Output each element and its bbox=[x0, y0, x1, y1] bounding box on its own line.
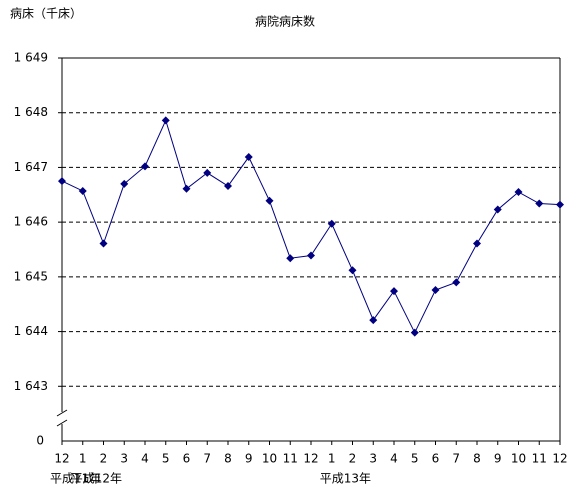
x-group-label: 平成11年 bbox=[50, 472, 101, 486]
x-tick-label: 10 bbox=[511, 452, 526, 466]
y-tick-label: 1 645 bbox=[14, 269, 48, 283]
data-point bbox=[327, 219, 336, 228]
y-tick-label: 1 643 bbox=[14, 379, 48, 393]
y-tick-label: 1 649 bbox=[14, 51, 48, 65]
data-point bbox=[244, 153, 253, 162]
data-point bbox=[369, 316, 378, 325]
y-axis-label: 病床（千床） bbox=[10, 6, 82, 21]
x-tick-label: 10 bbox=[262, 452, 277, 466]
x-tick-label: 4 bbox=[141, 452, 149, 466]
x-tick-label: 2 bbox=[100, 452, 108, 466]
data-point bbox=[99, 239, 108, 248]
data-point bbox=[514, 188, 523, 197]
x-tick-label: 6 bbox=[183, 452, 191, 466]
x-tick-label: 5 bbox=[411, 452, 419, 466]
x-group-label: 平成12年 bbox=[71, 472, 122, 486]
x-tick-label: 11 bbox=[532, 452, 547, 466]
y-tick-label: 1 644 bbox=[14, 324, 48, 338]
x-tick-label: 1 bbox=[79, 452, 87, 466]
x-tick-label: 12 bbox=[54, 452, 69, 466]
x-tick-label: 9 bbox=[245, 452, 253, 466]
data-point bbox=[203, 168, 212, 177]
data-point bbox=[556, 200, 564, 209]
data-point bbox=[348, 266, 357, 275]
axis-break bbox=[56, 419, 68, 427]
data-point bbox=[286, 254, 295, 263]
x-tick-label: 12 bbox=[303, 452, 318, 466]
x-tick-label: 11 bbox=[283, 452, 298, 466]
data-point bbox=[161, 116, 170, 125]
data-point bbox=[141, 162, 149, 171]
y-tick-label: 1 646 bbox=[14, 215, 48, 229]
x-group-label: 平成13年 bbox=[320, 472, 371, 486]
x-tick-label: 4 bbox=[390, 452, 398, 466]
y-tick-label: 1 648 bbox=[14, 105, 48, 119]
x-tick-label: 7 bbox=[203, 452, 211, 466]
y-tick-label: 1 647 bbox=[14, 160, 48, 174]
x-tick-label: 9 bbox=[494, 452, 502, 466]
x-tick-label: 2 bbox=[349, 452, 357, 466]
data-point bbox=[431, 285, 440, 294]
data-point bbox=[182, 184, 191, 193]
x-tick-label: 1 bbox=[328, 452, 336, 466]
x-tick-label: 6 bbox=[432, 452, 440, 466]
data-point bbox=[78, 186, 87, 195]
data-point bbox=[452, 278, 461, 287]
data-point bbox=[410, 328, 419, 337]
x-tick-label: 3 bbox=[120, 452, 128, 466]
data-point bbox=[493, 205, 502, 214]
x-tick-label: 12 bbox=[552, 452, 567, 466]
axis-break bbox=[56, 409, 68, 417]
data-point bbox=[473, 239, 481, 248]
x-tick-label: 5 bbox=[162, 452, 170, 466]
data-point bbox=[58, 177, 66, 186]
data-point bbox=[390, 287, 398, 296]
chart-title: 病院病床数 bbox=[255, 14, 315, 29]
data-point bbox=[224, 182, 232, 191]
data-point bbox=[265, 196, 274, 205]
data-point bbox=[120, 179, 129, 188]
data-point bbox=[307, 251, 315, 260]
x-tick-label: 7 bbox=[452, 452, 460, 466]
series-line bbox=[61, 118, 561, 334]
x-tick-label: 8 bbox=[224, 452, 232, 466]
x-tick-label: 3 bbox=[369, 452, 377, 466]
x-tick-label: 8 bbox=[473, 452, 481, 466]
y-tick-label: 0 bbox=[36, 434, 44, 448]
data-point bbox=[535, 199, 544, 208]
